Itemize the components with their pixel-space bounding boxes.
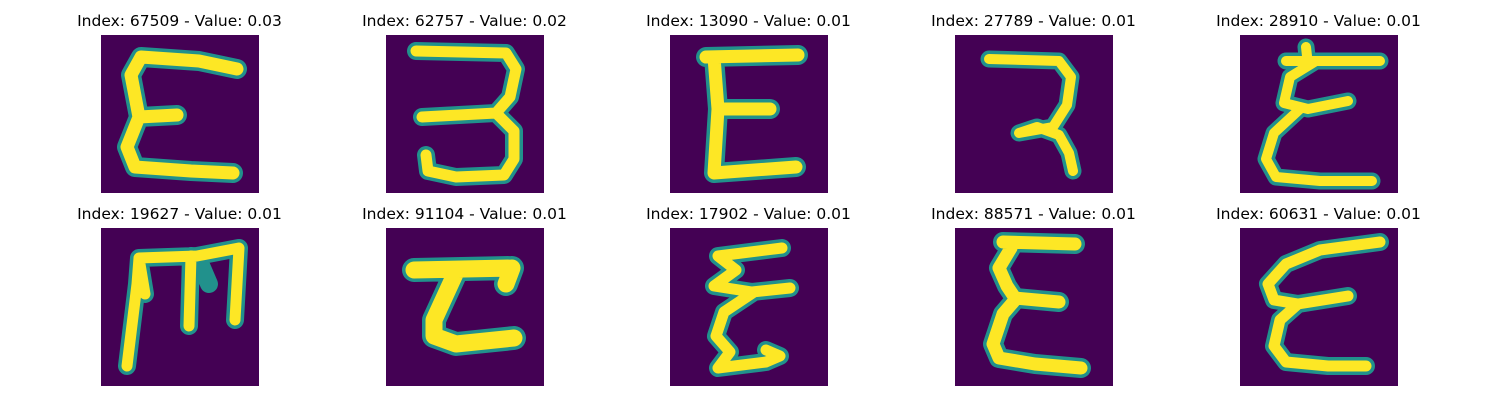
- glyph-epsilon-open: [117, 47, 247, 183]
- panel-title: Index: 17902 - Value: 0.01: [646, 205, 851, 223]
- glyph-three-hooked: [407, 42, 525, 186]
- glyph-epsilon-curly: [1257, 38, 1389, 190]
- panel-title: Index: 28910 - Value: 0.01: [1216, 12, 1421, 30]
- glyph-epsilon-zigzag: [705, 239, 799, 377]
- glyph-epsilon-sigma: [983, 232, 1091, 378]
- panel-title: Index: 62757 - Value: 0.02: [362, 12, 567, 30]
- glyph-seven-hook: [980, 50, 1082, 180]
- character-image: [101, 228, 259, 386]
- character-image: [955, 35, 1113, 193]
- panel-title: Index: 91104 - Value: 0.01: [362, 205, 567, 223]
- panel-3: Index: 13090 - Value: 0.01: [606, 12, 891, 197]
- character-image: [670, 228, 828, 386]
- panel-title: Index: 13090 - Value: 0.01: [646, 12, 851, 30]
- panel-6: Index: 19627 - Value: 0.01: [37, 205, 322, 390]
- character-image: [386, 228, 544, 386]
- panel-title: Index: 60631 - Value: 0.01: [1216, 205, 1421, 223]
- glyph-c-block: [402, 256, 526, 356]
- glyph-m-shape: [118, 239, 248, 375]
- character-image: [101, 35, 259, 193]
- panel-4: Index: 27789 - Value: 0.01: [891, 12, 1176, 197]
- character-image: [1240, 228, 1398, 386]
- panel-title: Index: 88571 - Value: 0.01: [931, 205, 1136, 223]
- character-image: [955, 228, 1113, 386]
- panel-10: Index: 60631 - Value: 0.01: [1176, 205, 1461, 390]
- panel-8: Index: 17902 - Value: 0.01: [606, 205, 891, 390]
- panel-title: Index: 27789 - Value: 0.01: [931, 12, 1136, 30]
- glyph-epsilon-slant: [1259, 233, 1389, 375]
- panel-7: Index: 91104 - Value: 0.01: [322, 205, 607, 390]
- panel-title: Index: 67509 - Value: 0.03: [77, 12, 282, 30]
- glyph-epsilon-block: [696, 45, 808, 183]
- panel-5: Index: 28910 - Value: 0.01: [1176, 12, 1461, 197]
- character-image: [386, 35, 544, 193]
- panel-2: Index: 62757 - Value: 0.02: [322, 12, 607, 197]
- character-image: [1240, 35, 1398, 193]
- character-image: [670, 35, 828, 193]
- panel-title: Index: 19627 - Value: 0.01: [77, 205, 282, 223]
- panel-1: Index: 67509 - Value: 0.03: [37, 12, 322, 197]
- panel-9: Index: 88571 - Value: 0.01: [891, 205, 1176, 390]
